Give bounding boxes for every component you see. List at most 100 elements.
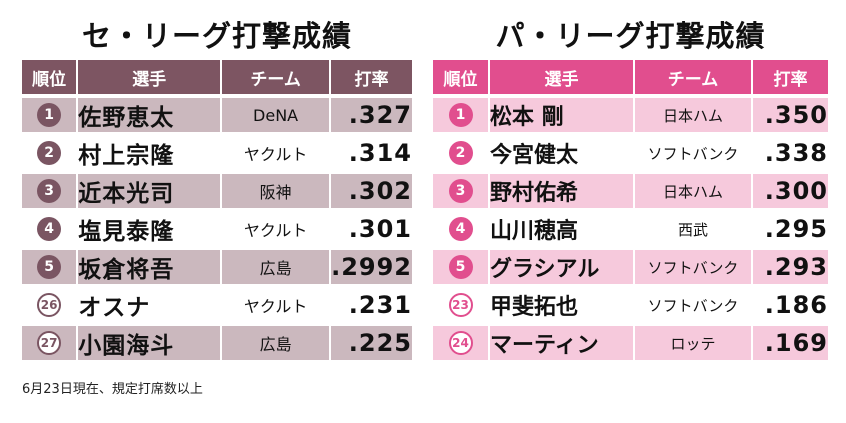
rank-cell: 5 [433, 250, 490, 284]
rank-badge: 24 [448, 331, 473, 355]
pacific-league-table: 順位 選手 チーム 打率 1 松本 剛日本ハム .350 2 今宮健太 ソフトバンク .33… [433, 56, 828, 364]
pacific-league-panel: パ・リーグ打撃成績 順位 選手 チーム 打率 1 松本 剛日本ハム .350 2 今宮健… [433, 12, 828, 364]
player-name: グラシアル [490, 250, 635, 284]
table-row: 4 山川穂高 西武 .295 [433, 212, 828, 246]
team-name: 日本ハム [635, 174, 753, 208]
central-league-title: セ・リーグ打撃成績 [81, 19, 352, 53]
rank-cell: 3 [22, 174, 79, 208]
rank-cell: 1 [22, 98, 79, 132]
player-name: 坂倉将吾 [78, 250, 223, 284]
team-name: 西武 [635, 212, 753, 246]
team-name: ヤクルト [222, 212, 332, 246]
table-row: 4 塩見泰隆 ヤクルト .301 [22, 212, 412, 246]
rank-cell: 2 [22, 136, 79, 170]
rank-cell: 24 [433, 326, 490, 360]
batting-average: .231 [331, 288, 412, 322]
rank-cell: 2 [433, 136, 490, 170]
batting-average: .350 [753, 98, 828, 132]
team-name: ヤクルト [222, 136, 332, 170]
rank-badge: 27 [37, 331, 62, 355]
team-name: DeNA [222, 98, 332, 132]
player-name: 村上宗隆 [78, 136, 223, 170]
pacific-league-title: パ・リーグ打撃成績 [495, 19, 766, 53]
player-name: マーティン [490, 326, 635, 360]
batting-average: .302 [331, 174, 412, 208]
team-name: 阪神 [222, 174, 332, 208]
batting-average: .300 [753, 174, 828, 208]
player-name: 佐野恵太 [78, 98, 223, 132]
table-row: 2 村上宗隆 ヤクルト .314 [22, 136, 412, 170]
header-rank: 順位 [433, 60, 490, 94]
table-row: 1 松本 剛日本ハム .350 [433, 98, 828, 132]
header-player: 選手 [490, 60, 635, 94]
rank-badge: 23 [448, 293, 473, 317]
rank-badge: 5 [37, 255, 62, 279]
player-name: 小園海斗 [78, 326, 223, 360]
player-name: 近本光司 [78, 174, 223, 208]
table-row: 2 今宮健太 ソフトバンク .338 [433, 136, 828, 170]
central-league-panel: セ・リーグ打撃成績 順位 選手 チーム 打率 1 佐野恵太 DeNA .327 2 村上宗… [22, 12, 412, 364]
rank-badge: 3 [448, 179, 473, 203]
player-name: 野村佑希 [490, 174, 635, 208]
table-row: 23 甲斐拓也 ソフトバンク .186 [433, 288, 828, 322]
rank-badge: 3 [37, 179, 62, 203]
player-name: 松本 剛 [490, 98, 635, 132]
table-row: 27 小園海斗 広島 .225 [22, 326, 412, 360]
team-name: ヤクルト [222, 288, 332, 322]
rank-badge: 4 [37, 217, 62, 241]
table-row: 1 佐野恵太 DeNA .327 [22, 98, 412, 132]
player-name: 塩見泰隆 [78, 212, 223, 246]
rank-badge: 2 [37, 141, 62, 165]
batting-average: .314 [331, 136, 412, 170]
rank-cell: 4 [22, 212, 79, 246]
team-name: 広島 [222, 326, 332, 360]
central-league-table: 順位 選手 チーム 打率 1 佐野恵太 DeNA .327 2 村上宗隆 ヤクルト .314 3… [22, 56, 412, 364]
batting-average: .338 [753, 136, 828, 170]
team-name: ソフトバンク [635, 136, 753, 170]
team-name: 広島 [222, 250, 332, 284]
player-name: 山川穂高 [490, 212, 635, 246]
rank-badge: 1 [448, 103, 473, 127]
table-row: 5 グラシアル ソフトバンク .293 [433, 250, 828, 284]
rank-badge: 2 [448, 141, 473, 165]
batting-average: .225 [331, 326, 412, 360]
table-row: 26 オスナ ヤクルト .231 [22, 288, 412, 322]
team-name: ソフトバンク [635, 288, 753, 322]
table-header-row: 順位 選手 チーム 打率 [22, 60, 412, 94]
batting-average: .186 [753, 288, 828, 322]
rank-cell: 1 [433, 98, 490, 132]
rank-badge: 26 [37, 293, 62, 317]
player-name: 甲斐拓也 [490, 288, 635, 322]
player-name: 今宮健太 [490, 136, 635, 170]
batting-average: .2992 [331, 250, 412, 284]
rank-cell: 5 [22, 250, 79, 284]
rank-cell: 26 [22, 288, 79, 322]
table-row: 5 坂倉将吾 広島 .2992 [22, 250, 412, 284]
rank-cell: 27 [22, 326, 79, 360]
rank-badge: 4 [448, 217, 473, 241]
header-team: チーム [635, 60, 753, 94]
team-name: 日本ハム [635, 98, 753, 132]
footnote: 6月23日現在、規定打席数以上 [22, 382, 203, 397]
header-team: チーム [222, 60, 332, 94]
batting-average: .169 [753, 326, 828, 360]
team-name: ロッテ [635, 326, 753, 360]
header-player: 選手 [78, 60, 223, 94]
table-row: 3 野村佑希 日本ハム .300 [433, 174, 828, 208]
rank-cell: 4 [433, 212, 490, 246]
table-row: 3 近本光司 阪神 .302 [22, 174, 412, 208]
header-avg: 打率 [753, 60, 828, 94]
rank-badge: 5 [448, 255, 473, 279]
team-name: ソフトバンク [635, 250, 753, 284]
header-rank: 順位 [22, 60, 79, 94]
batting-average: .295 [753, 212, 828, 246]
batting-average: .293 [753, 250, 828, 284]
batting-average: .301 [331, 212, 412, 246]
rank-badge: 1 [37, 103, 62, 127]
rank-cell: 3 [433, 174, 490, 208]
table-header-row: 順位 選手 チーム 打率 [433, 60, 828, 94]
batting-average: .327 [331, 98, 412, 132]
rank-cell: 23 [433, 288, 490, 322]
table-row: 24 マーティン ロッテ .169 [433, 326, 828, 360]
header-avg: 打率 [331, 60, 412, 94]
